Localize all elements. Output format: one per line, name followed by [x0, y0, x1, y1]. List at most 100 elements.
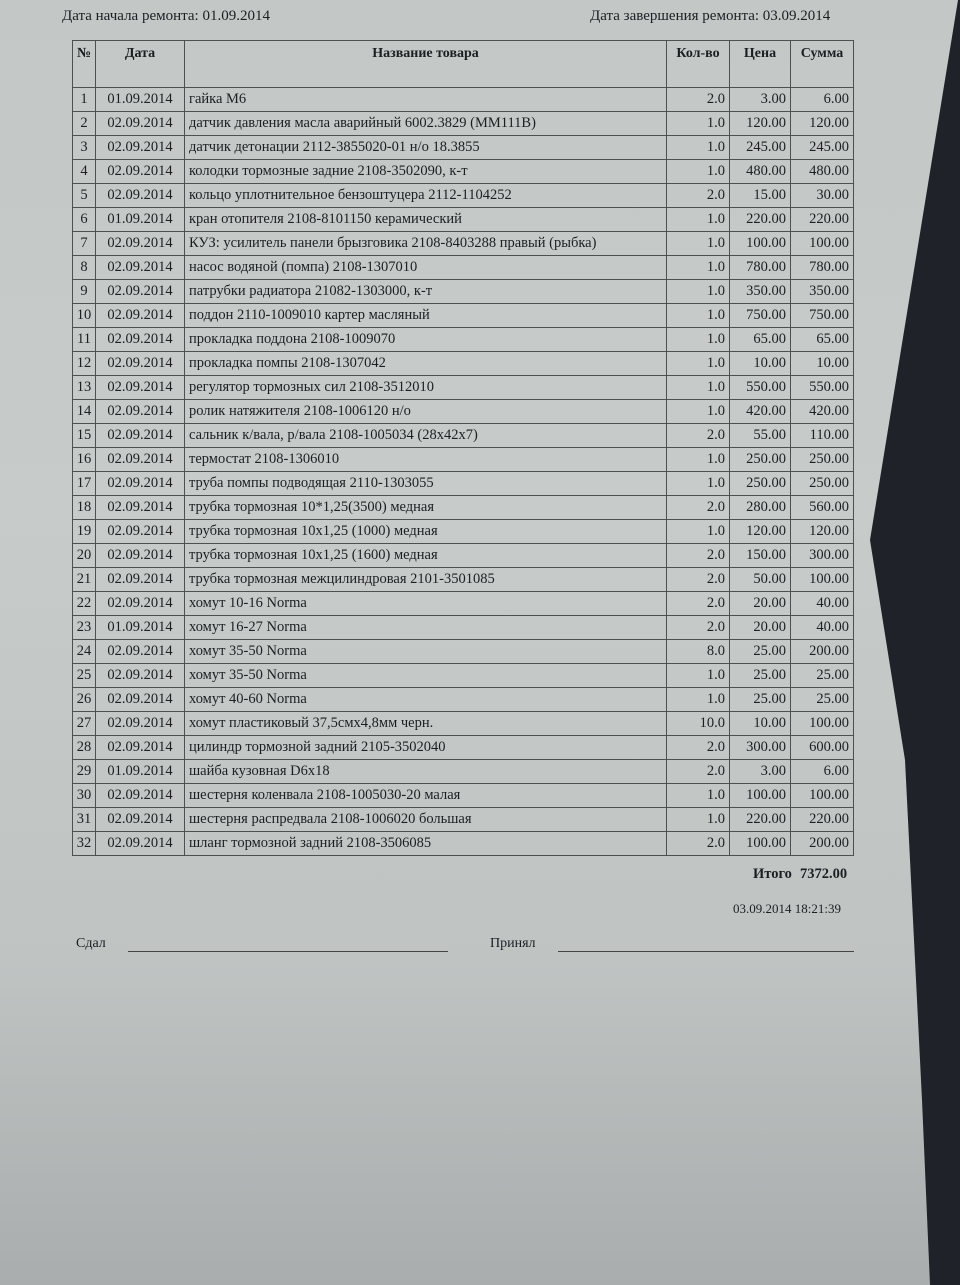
- handed-signature: Сдал: [76, 936, 448, 952]
- table-row: 28 02.09.2014 цилиндр тормозной задний 210…: [72, 735, 854, 760]
- row-date: 02.09.2014: [95, 135, 185, 160]
- row-price: 220.00: [729, 207, 791, 232]
- row-number: 29: [72, 759, 96, 784]
- row-date: 01.09.2014: [95, 759, 185, 784]
- row-sum: 100.00: [790, 783, 854, 808]
- row-number: 30: [72, 783, 96, 808]
- row-qty: 1.0: [666, 783, 730, 808]
- row-price: 780.00: [729, 255, 791, 280]
- table-row: 3 02.09.2014 датчик детонации 2112-3855020…: [72, 135, 854, 160]
- row-qty: 1.0: [666, 255, 730, 280]
- row-number: 6: [72, 207, 96, 232]
- row-qty: 1.0: [666, 375, 730, 400]
- row-sum: 780.00: [790, 255, 854, 280]
- row-sum: 750.00: [790, 303, 854, 328]
- total: Итого 7372.00: [745, 866, 847, 883]
- row-name: трубка тормозная 10*1,25(3500) медная: [184, 495, 667, 520]
- row-sum: 420.00: [790, 399, 854, 424]
- row-number: 18: [72, 495, 96, 520]
- row-qty: 1.0: [666, 231, 730, 256]
- row-date: 02.09.2014: [95, 783, 185, 808]
- row-number: 22: [72, 591, 96, 616]
- table-row: 20 02.09.2014 трубка тормозная 10х1,25 (16…: [72, 543, 854, 568]
- row-name: шланг тормозной задний 2108-3506085: [184, 831, 667, 856]
- handed-label: Сдал: [76, 936, 106, 951]
- row-date: 02.09.2014: [95, 375, 185, 400]
- row-number: 9: [72, 279, 96, 304]
- row-qty: 1.0: [666, 519, 730, 544]
- row-sum: 30.00: [790, 183, 854, 208]
- row-number: 4: [72, 159, 96, 184]
- received-signature-line: [557, 939, 854, 952]
- row-price: 3.00: [729, 759, 791, 784]
- row-date: 02.09.2014: [95, 831, 185, 856]
- table-row: 30 02.09.2014 шестерня коленвала 2108-1005…: [72, 783, 854, 808]
- row-qty: 2.0: [666, 831, 730, 856]
- row-number: 3: [72, 135, 96, 160]
- row-price: 150.00: [729, 543, 791, 568]
- row-price: 100.00: [729, 831, 791, 856]
- row-qty: 2.0: [666, 615, 730, 640]
- row-date: 02.09.2014: [95, 351, 185, 376]
- row-price: 10.00: [729, 711, 791, 736]
- row-number: 31: [72, 807, 96, 832]
- table-row: 13 02.09.2014 регулятор тормозных сил 2108…: [72, 375, 854, 400]
- row-date: 02.09.2014: [95, 423, 185, 448]
- row-number: 28: [72, 735, 96, 760]
- table-row: 32 02.09.2014 шланг тормозной задний 2108-…: [72, 831, 854, 856]
- row-price: 20.00: [729, 615, 791, 640]
- row-date: 02.09.2014: [95, 735, 185, 760]
- row-qty: 1.0: [666, 279, 730, 304]
- row-sum: 100.00: [790, 567, 854, 592]
- row-qty: 2.0: [666, 735, 730, 760]
- received-signature: Принял: [490, 936, 854, 952]
- row-price: 750.00: [729, 303, 791, 328]
- row-price: 280.00: [729, 495, 791, 520]
- row-sum: 220.00: [790, 207, 854, 232]
- row-name: хомут 35-50 Norma: [184, 639, 667, 664]
- row-qty: 1.0: [666, 447, 730, 472]
- row-number: 26: [72, 687, 96, 712]
- row-sum: 480.00: [790, 159, 854, 184]
- row-sum: 6.00: [790, 87, 854, 112]
- row-sum: 65.00: [790, 327, 854, 352]
- row-name: КУЗ: усилитель панели брызговика 2108-84…: [184, 231, 667, 256]
- col-header-price: Цена: [729, 40, 791, 88]
- row-number: 16: [72, 447, 96, 472]
- row-qty: 1.0: [666, 159, 730, 184]
- table-row: 25 02.09.2014 хомут 35-50 Norma 1.0 25.00 25.…: [72, 663, 854, 688]
- row-date: 02.09.2014: [95, 183, 185, 208]
- row-number: 13: [72, 375, 96, 400]
- row-date: 02.09.2014: [95, 399, 185, 424]
- row-price: 25.00: [729, 687, 791, 712]
- timestamp: 03.09.2014 18:21:39: [733, 901, 841, 916]
- total-label: Итого: [753, 866, 792, 882]
- row-name: трубка тормозная 10х1,25 (1600) медная: [184, 543, 667, 568]
- col-header-qty: Кол-во: [666, 40, 730, 88]
- row-price: 50.00: [729, 567, 791, 592]
- repair-start-label: Дата начала ремонта:: [62, 8, 199, 24]
- row-number: 19: [72, 519, 96, 544]
- row-name: хомут 10-16 Norma: [184, 591, 667, 616]
- table-row: 21 02.09.2014 трубка тормозная межцилиндро…: [72, 567, 854, 592]
- row-sum: 120.00: [790, 519, 854, 544]
- handed-signature-line: [127, 939, 448, 952]
- row-number: 14: [72, 399, 96, 424]
- row-price: 25.00: [729, 639, 791, 664]
- row-price: 300.00: [729, 735, 791, 760]
- row-date: 01.09.2014: [95, 615, 185, 640]
- row-qty: 1.0: [666, 327, 730, 352]
- table-row: 1 01.09.2014 гайка М6 2.0 3.00 6.00: [72, 87, 854, 112]
- row-qty: 1.0: [666, 135, 730, 160]
- col-header-date: Дата: [95, 40, 185, 88]
- row-qty: 8.0: [666, 639, 730, 664]
- row-name: хомут 40-60 Norma: [184, 687, 667, 712]
- row-qty: 2.0: [666, 183, 730, 208]
- received-label: Принял: [490, 936, 536, 951]
- table-row: 19 02.09.2014 трубка тормозная 10х1,25 (10…: [72, 519, 854, 544]
- row-number: 7: [72, 231, 96, 256]
- row-date: 02.09.2014: [95, 303, 185, 328]
- row-price: 100.00: [729, 783, 791, 808]
- row-name: датчик детонации 2112-3855020-01 н/о 18.…: [184, 135, 667, 160]
- row-qty: 1.0: [666, 807, 730, 832]
